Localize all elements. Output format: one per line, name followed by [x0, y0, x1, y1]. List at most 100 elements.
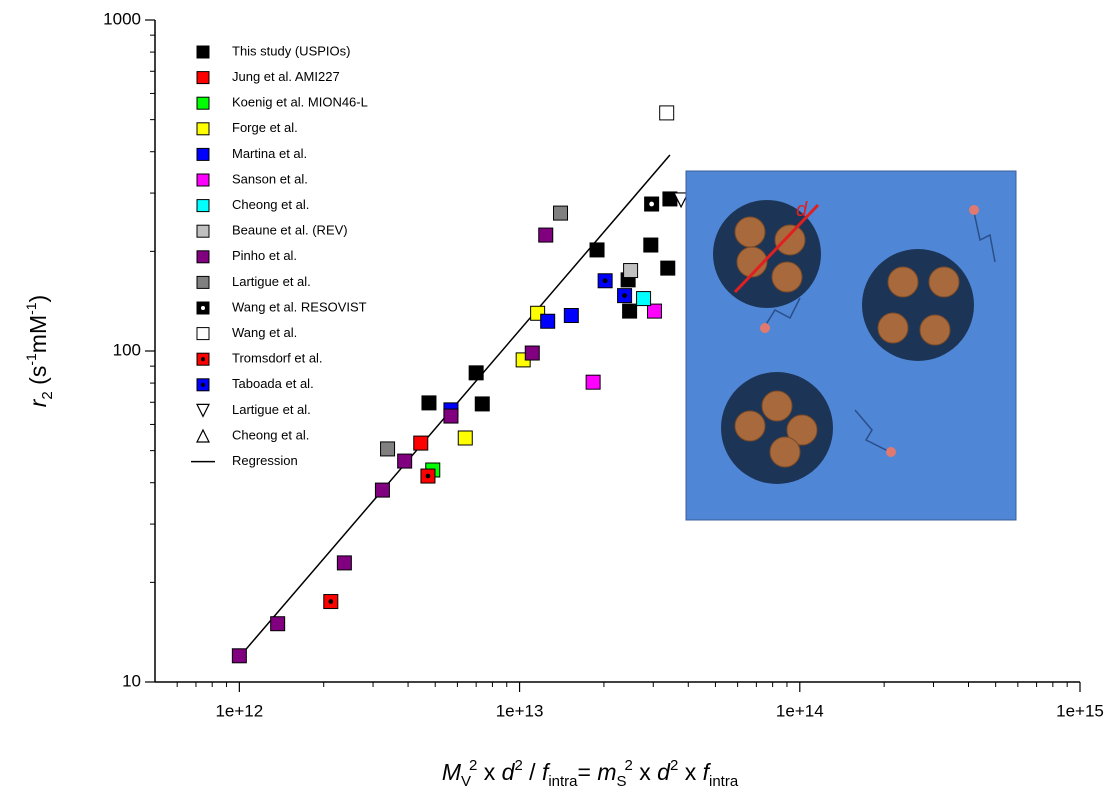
chain: [973, 211, 996, 263]
marker-triangle: [196, 428, 210, 443]
y-label-part: -1: [23, 302, 39, 315]
core: [877, 312, 909, 344]
marker: [421, 395, 437, 411]
x-tick-label: 1e+12: [215, 701, 263, 720]
marks: [231, 105, 690, 664]
x-label-part: 2: [625, 757, 633, 774]
x-label-part: 2: [469, 757, 477, 774]
marker: [659, 105, 675, 121]
marker-square: [643, 237, 659, 253]
marker-square: [380, 441, 396, 457]
legend-label: Cheong et al.: [232, 197, 309, 212]
marker-square: [196, 147, 210, 161]
marker-square: [589, 242, 605, 258]
y-tick-label: 100: [113, 340, 141, 359]
marker: [380, 441, 396, 457]
marker: [397, 453, 413, 469]
legend-label: Koenig et al. MION46-L: [232, 95, 368, 110]
marker: [196, 122, 210, 136]
marker-square: [660, 260, 676, 276]
marker-square: [468, 365, 484, 381]
marker-square: [397, 453, 413, 469]
x-label-part: x: [678, 759, 702, 785]
marker-square: [443, 408, 459, 424]
legend: This study (USPIOs) Jung et al. AMI227 Koe…: [191, 43, 368, 468]
marker: [597, 273, 613, 289]
marker: [660, 260, 676, 276]
core: [769, 436, 801, 468]
marker: [196, 199, 210, 213]
core: [761, 390, 793, 422]
x-tick-label: 1e+13: [496, 701, 544, 720]
y-label-part: r: [25, 398, 51, 407]
marker: [196, 71, 210, 85]
x-label-part: intra: [709, 773, 739, 790]
marker: [443, 408, 459, 424]
x-label-part: 2: [670, 757, 678, 774]
legend-label: Tromsdorf et al.: [232, 351, 323, 366]
marker: [643, 237, 659, 253]
marker: [196, 147, 210, 161]
marker-square: [553, 205, 569, 221]
marker-square: [623, 263, 639, 279]
marker: [196, 224, 210, 238]
marker: [457, 430, 473, 446]
marker-triangle: [673, 192, 690, 209]
marker-square: [196, 45, 210, 59]
marker: [196, 96, 210, 110]
marker: [196, 275, 210, 289]
marker: [270, 616, 286, 632]
legend-label: Lartigue et al.: [232, 402, 311, 417]
marker-square: [636, 291, 652, 307]
legend-label: Beaune et al. (REV): [232, 223, 348, 238]
core: [786, 414, 818, 446]
legend-label: Lartigue et al.: [232, 274, 311, 289]
marker-dot: [425, 473, 431, 479]
cores: [734, 216, 960, 468]
legend-label: Cheong et al.: [232, 427, 309, 442]
marker: [553, 205, 569, 221]
marker: [336, 555, 352, 571]
x-label-part: intra: [548, 773, 578, 790]
x-axis-label: MV2 x d2 / fintra= mS2 x d2 x fintra: [442, 757, 739, 790]
core: [887, 266, 919, 298]
marker-dot: [328, 599, 334, 604]
marker-dot: [200, 305, 206, 311]
x-tick-label: 1e+15: [1056, 701, 1104, 720]
marker: [196, 352, 210, 366]
x-label-part: =: [578, 759, 598, 785]
core: [771, 261, 803, 293]
marker: [196, 378, 210, 392]
diameter-label: d: [796, 199, 808, 221]
legend-label: Martina et al.: [232, 146, 307, 161]
marker-square: [336, 555, 352, 571]
marker-dot: [649, 201, 655, 207]
marker-triangle: [196, 403, 210, 418]
x-label-part: x: [477, 759, 501, 785]
marker: [540, 313, 556, 329]
x-label-part: V: [461, 773, 471, 790]
particle-cluster: [721, 372, 833, 484]
marker: [323, 594, 339, 610]
marker-square: [540, 313, 556, 329]
x-label-part: d: [657, 759, 671, 785]
marker-square: [457, 430, 473, 446]
ligand: [886, 447, 896, 457]
core: [919, 314, 951, 346]
marker-square: [374, 482, 390, 498]
marker: [196, 301, 210, 315]
y-tick-label: 10: [122, 671, 141, 690]
marker: [413, 435, 429, 451]
diameter-line: [733, 203, 820, 294]
legend-label: Regression: [232, 453, 298, 468]
marker-square: [421, 395, 437, 411]
y-axis-label: r2 (s-1mM-1): [23, 295, 56, 407]
legend-label: Wang et al.: [232, 325, 297, 340]
chain: [764, 297, 801, 327]
marker-square: [659, 105, 675, 121]
marker: [623, 263, 639, 279]
marker: [636, 291, 652, 307]
marker-square: [196, 173, 210, 187]
particle-cluster: [862, 249, 974, 361]
